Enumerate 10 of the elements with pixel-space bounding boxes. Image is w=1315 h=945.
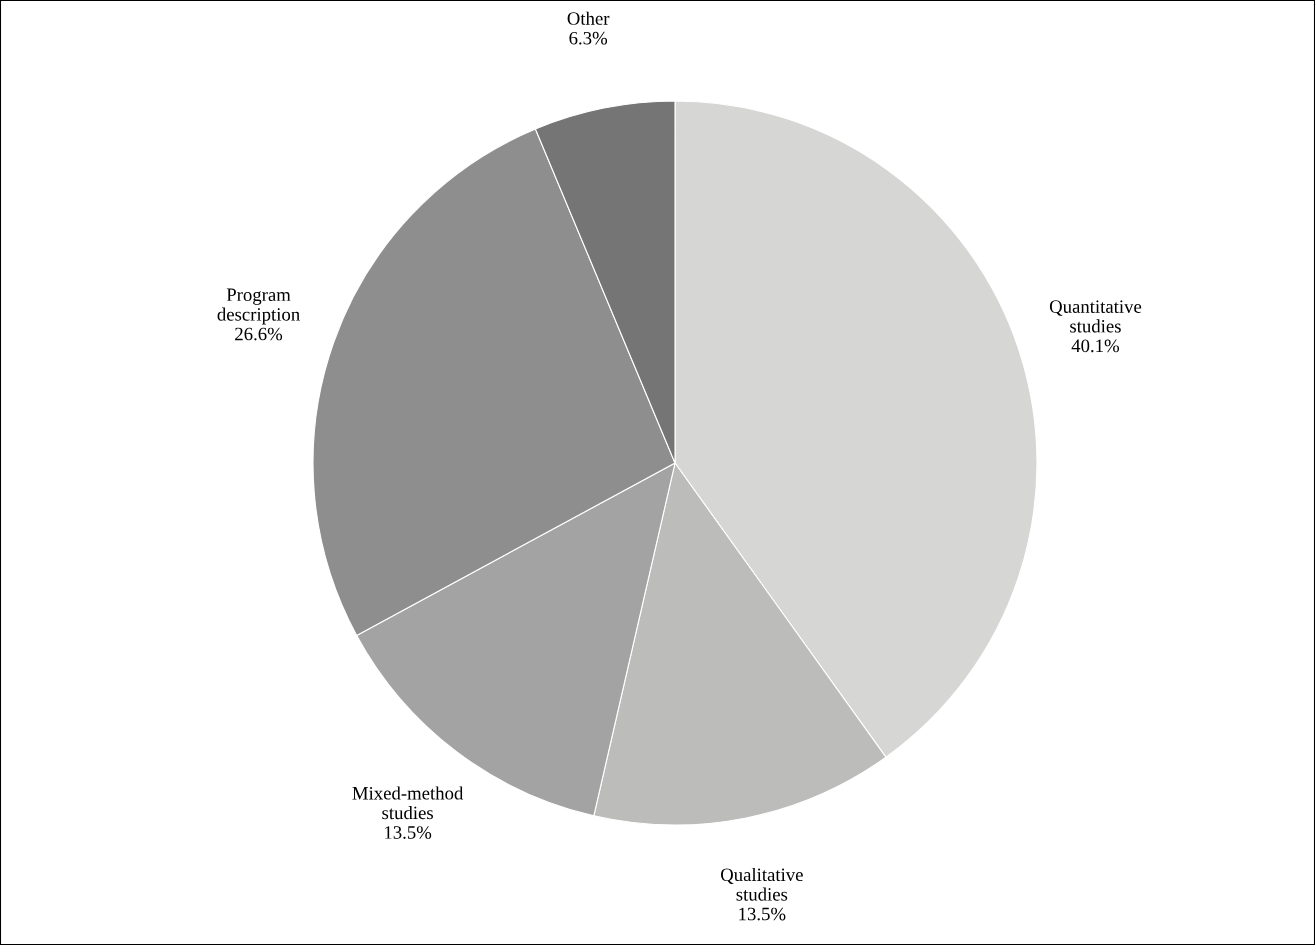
slice-label: Mixed-method studies [352, 786, 464, 820]
slice-label: Quantitative studies [1049, 300, 1142, 333]
slice-label: Qualitative studies [720, 867, 803, 901]
slice-label: Program description [217, 288, 300, 325]
data-label: 40.1% [1071, 339, 1120, 353]
data-label: 13.5% [385, 826, 432, 839]
data-label: 6.3% [569, 31, 608, 45]
data-label: 13.5% [739, 907, 786, 921]
data-label: 26.6% [235, 327, 283, 341]
slice-label: Other [567, 11, 610, 25]
